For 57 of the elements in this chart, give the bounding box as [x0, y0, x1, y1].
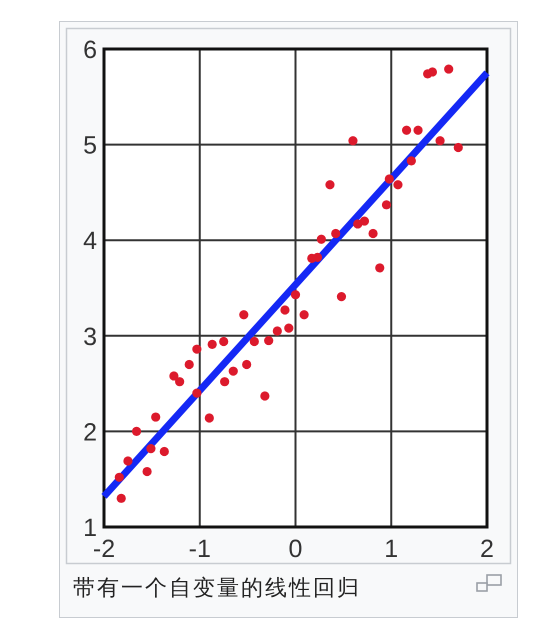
point — [151, 412, 160, 422]
point — [208, 340, 217, 350]
point — [116, 494, 126, 503]
point — [368, 228, 378, 238]
point — [325, 180, 335, 190]
text: 带有一个自变量的线性回归 — [73, 575, 361, 600]
point — [454, 142, 463, 152]
x-tick-label: -1 — [188, 535, 211, 563]
point — [228, 366, 238, 376]
point — [142, 466, 152, 476]
point — [242, 360, 252, 370]
y-tick-label: 5 — [83, 132, 97, 160]
point — [250, 336, 259, 346]
y-tick-label: 4 — [83, 227, 98, 256]
point — [336, 292, 346, 302]
point — [123, 456, 133, 466]
point — [382, 200, 392, 210]
x-tick-label: 0 — [288, 535, 302, 563]
point — [360, 216, 370, 226]
x-tick-label: 1 — [384, 535, 398, 563]
point — [220, 377, 230, 386]
point — [316, 234, 326, 244]
point — [204, 413, 214, 423]
point — [146, 444, 156, 454]
point — [435, 136, 445, 146]
point — [169, 371, 178, 381]
point — [264, 336, 274, 346]
point — [114, 472, 124, 482]
point — [331, 228, 340, 238]
point — [393, 180, 403, 190]
point — [284, 324, 294, 333]
point — [402, 126, 412, 135]
point — [413, 126, 423, 135]
y-tick-label: 3 — [83, 322, 97, 351]
point — [160, 446, 169, 456]
point — [239, 310, 248, 320]
point — [219, 336, 228, 346]
y-tick-label: 6 — [83, 36, 97, 64]
point — [428, 67, 438, 77]
point — [406, 156, 416, 166]
point — [280, 305, 290, 315]
point — [348, 136, 358, 146]
point — [260, 391, 270, 401]
point — [375, 263, 384, 273]
point — [272, 326, 282, 336]
point — [184, 360, 194, 370]
point — [192, 344, 202, 354]
point — [192, 388, 202, 398]
y-tick-label: 2 — [83, 418, 97, 446]
point — [384, 174, 394, 184]
point — [290, 290, 300, 300]
point — [300, 310, 309, 320]
point — [444, 64, 454, 74]
point — [175, 377, 184, 386]
x-tick-label: 2 — [480, 535, 494, 563]
point — [132, 426, 142, 436]
point — [312, 252, 322, 262]
